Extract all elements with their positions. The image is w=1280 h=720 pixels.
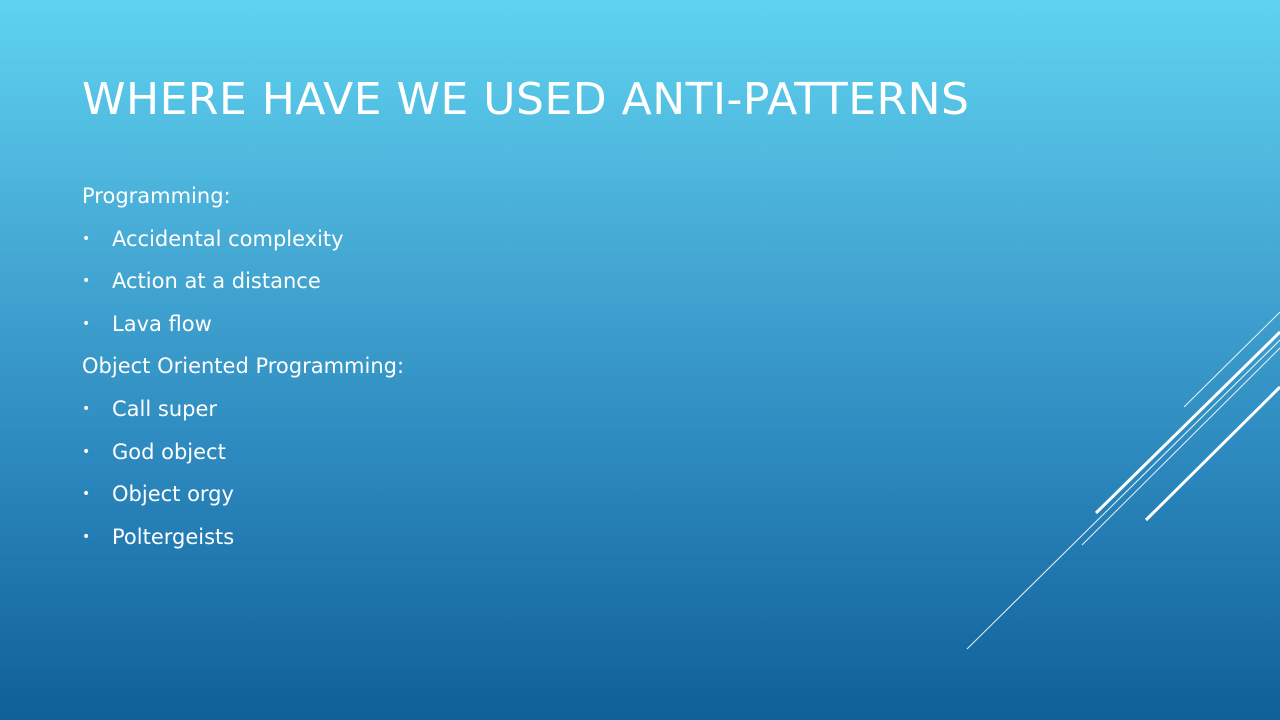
list-item-text: Accidental complexity	[112, 226, 344, 251]
decorative-line	[1183, 311, 1280, 408]
list-item-text: Call super	[112, 396, 218, 421]
list-item: • Poltergeists	[82, 518, 882, 561]
bullet-icon: •	[82, 528, 91, 545]
list-item: • Lava flow	[82, 305, 882, 348]
list-item-text: Poltergeists	[112, 524, 235, 549]
list-item: • Accidental complexity	[82, 220, 882, 263]
list-item: • Call super	[82, 390, 882, 433]
decorative-line	[1144, 385, 1280, 522]
list-item-text: Action at a distance	[112, 269, 321, 294]
bullet-icon: •	[82, 486, 91, 503]
bullet-icon: •	[82, 400, 91, 417]
list-item: • Object orgy	[82, 475, 882, 518]
bullet-icon: •	[82, 315, 91, 332]
list-item: • God object	[82, 433, 882, 476]
bullet-icon: •	[82, 443, 91, 460]
slide-title: WHERE HAVE WE USED ANTI-PATTERNS	[82, 74, 970, 125]
decorative-line	[1081, 347, 1280, 546]
bullet-icon: •	[82, 273, 91, 290]
list-item: • Action at a distance	[82, 262, 882, 305]
list-item-text: Lava flow	[112, 311, 212, 336]
section-heading-oop: Object Oriented Programming:	[82, 354, 405, 379]
list-item-text: Object orgy	[112, 482, 234, 507]
decorative-line	[1094, 330, 1280, 515]
list-item-text: God object	[112, 439, 226, 464]
bullet-icon: •	[82, 230, 91, 247]
decorative-line	[966, 339, 1280, 650]
section-heading-programming: Programming:	[82, 184, 231, 208]
slide-body: Programming: • Accidental complexity • A…	[82, 177, 882, 560]
